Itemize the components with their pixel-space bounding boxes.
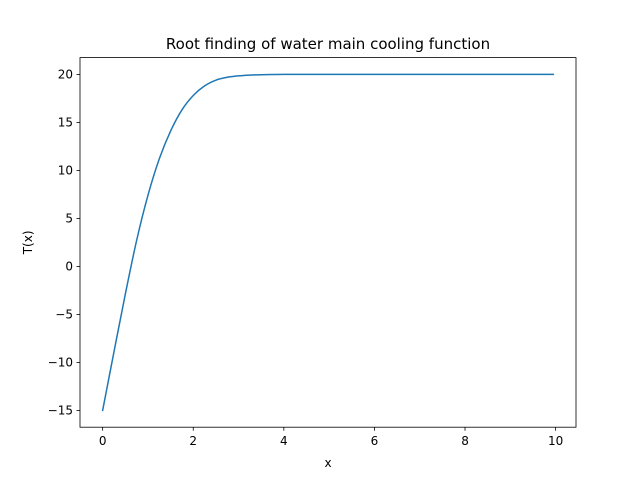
- y-tick-label: 15: [58, 116, 73, 130]
- x-tick-label: 8: [461, 434, 469, 448]
- y-axis-label: T(x): [21, 231, 35, 256]
- series-group: [101, 73, 555, 412]
- y-tick-label: −5: [55, 308, 73, 322]
- series-line: [101, 73, 555, 412]
- y-tick-label: 0: [65, 260, 73, 274]
- y-tick-label: −15: [48, 404, 73, 418]
- y-tick-label: 20: [58, 68, 73, 82]
- x-tick-label: 10: [548, 434, 563, 448]
- x-tick-label: 2: [189, 434, 197, 448]
- x-axis-label: x: [324, 456, 331, 470]
- y-tick-label: −10: [48, 356, 73, 370]
- axes: [79, 57, 577, 428]
- y-tick-label: 5: [65, 212, 73, 226]
- axes-frame: [79, 57, 577, 428]
- y-tick-label: 10: [58, 164, 73, 178]
- x-axis-ticks: 0 2 4 6 8 10: [99, 427, 563, 448]
- x-tick-label: 0: [99, 434, 107, 448]
- y-axis-ticks: −15 −10 −5 0 5 10 15 20: [48, 68, 80, 418]
- x-tick-label: 6: [371, 434, 379, 448]
- chart-title: Root finding of water main cooling funct…: [166, 35, 490, 53]
- x-tick-label: 4: [280, 434, 288, 448]
